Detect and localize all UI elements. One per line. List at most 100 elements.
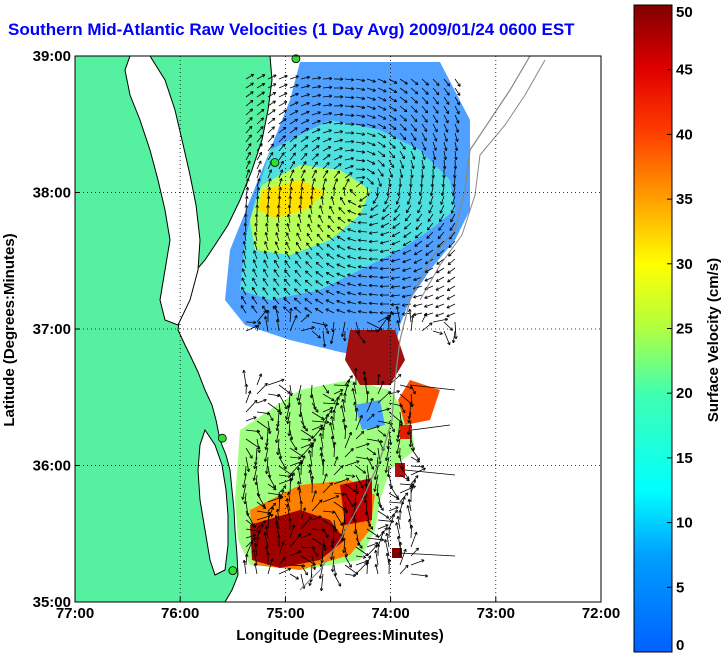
velocity-arrow (305, 261, 313, 269)
velocity-arrow (447, 267, 456, 274)
velocity-arrow-head (390, 441, 393, 446)
velocity-arrow-head (284, 406, 288, 410)
velocity-arrow (322, 121, 332, 125)
velocity-arrow-head (445, 130, 448, 133)
velocity-arrow (278, 485, 287, 494)
velocity-arrow-head (347, 301, 350, 304)
velocity-arrow (355, 465, 366, 474)
velocity-arrow-head (264, 446, 267, 450)
velocity-arrow (377, 123, 387, 129)
velocity-arrow (256, 492, 266, 508)
velocity-arrow (284, 260, 291, 269)
velocity-arrow-head (312, 438, 316, 441)
velocity-arrow (365, 474, 368, 487)
velocity-arrow-head (353, 531, 356, 535)
velocity-arrow-head (385, 553, 388, 557)
velocity-arrow (328, 215, 335, 224)
velocity-arrow (289, 187, 292, 197)
velocity-arrow-head (329, 121, 332, 125)
velocity-arrow-head (408, 498, 412, 502)
velocity-arrow (333, 155, 343, 161)
velocity-arrow (426, 231, 434, 239)
velocity-arrow (344, 546, 348, 557)
velocity-arrow-head (300, 186, 303, 190)
velocity-arrow-head (319, 515, 322, 519)
velocity-arrow (396, 195, 401, 205)
velocity-arrow-head (258, 445, 261, 449)
velocity-arrow-head (259, 178, 261, 182)
velocity-arrow-head (455, 139, 458, 142)
velocity-arrow-head (421, 559, 425, 563)
x-tick-label: 72:00 (582, 605, 620, 622)
velocity-arrow-head (413, 295, 416, 298)
velocity-arrow-head (285, 250, 289, 254)
velocity-arrow (408, 499, 412, 512)
velocity-arrow-head (289, 517, 292, 521)
velocity-arrow-head (245, 186, 249, 190)
velocity-arrow-head (333, 409, 336, 413)
velocity-arrow-head (253, 322, 257, 325)
velocity-arrow-head (297, 401, 300, 405)
velocity-arrow-head (357, 238, 361, 241)
velocity-arrow (393, 213, 401, 221)
velocity-arrow (300, 533, 312, 539)
velocity-arrow-head (254, 562, 258, 566)
velocity-arrow-head (435, 102, 439, 105)
velocity-arrow-head (308, 516, 312, 519)
velocity-arrow-head (379, 286, 383, 289)
velocity-arrow-head (350, 172, 353, 176)
velocity-arrow-head (276, 428, 280, 432)
velocity-arrow (300, 152, 308, 161)
velocity-arrow-head (257, 178, 260, 181)
velocity-arrow-head (362, 431, 365, 435)
velocity-arrow-head (336, 291, 339, 295)
velocity-arrow (449, 231, 456, 240)
velocity-arrow-head (254, 222, 257, 227)
velocity-arrow (254, 241, 258, 251)
velocity-arrow-head (330, 569, 333, 573)
velocity-arrow-head (410, 184, 413, 188)
velocity-arrow-head (376, 534, 379, 538)
velocity-arrow (267, 465, 271, 478)
velocity-arrow-head (413, 165, 415, 169)
velocity-arrow-head (347, 210, 350, 213)
velocity-arrow (278, 195, 281, 206)
velocity-arrow-head (251, 296, 255, 299)
velocity-arrow-head (364, 500, 368, 504)
velocity-arrow-head (450, 219, 454, 223)
velocity-arrow-head (367, 524, 371, 527)
velocity-arrow-head (415, 118, 418, 122)
velocity-arrow (333, 465, 344, 476)
velocity-arrow (300, 85, 310, 89)
velocity-arrow-head (351, 104, 355, 107)
velocity-arrow (336, 263, 346, 269)
velocity-arrow (407, 195, 412, 205)
velocity-arrow (276, 223, 280, 233)
velocity-arrow (355, 141, 365, 144)
velocity-arrow (296, 242, 302, 251)
velocity-arrow-head (394, 98, 398, 102)
velocity-arrow-head (357, 230, 361, 234)
velocity-arrow (254, 543, 258, 557)
velocity-arrow (358, 284, 368, 287)
velocity-arrow-head (342, 492, 346, 495)
velocity-arrow (388, 316, 390, 332)
velocity-arrow (366, 96, 376, 101)
velocity-arrow (347, 292, 357, 296)
velocity-arrow-head (413, 485, 416, 489)
velocity-arrow-head (283, 297, 287, 299)
velocity-arrow (409, 429, 412, 448)
velocity-arrow-head (315, 298, 318, 303)
velocity-arrow-head (273, 287, 277, 290)
velocity-arrow (402, 267, 412, 272)
velocity-arrow-head (288, 195, 291, 199)
velocity-arrow-head (413, 260, 417, 264)
velocity-arrow (256, 143, 263, 152)
velocity-arrow-head (426, 227, 429, 231)
velocity-arrow (285, 251, 291, 260)
velocity-arrow-head (300, 500, 303, 504)
x-tick-label: 76:00 (161, 605, 199, 622)
velocity-arrow (275, 241, 280, 251)
velocity-arrow (326, 262, 335, 269)
velocity-arrow (311, 178, 316, 188)
